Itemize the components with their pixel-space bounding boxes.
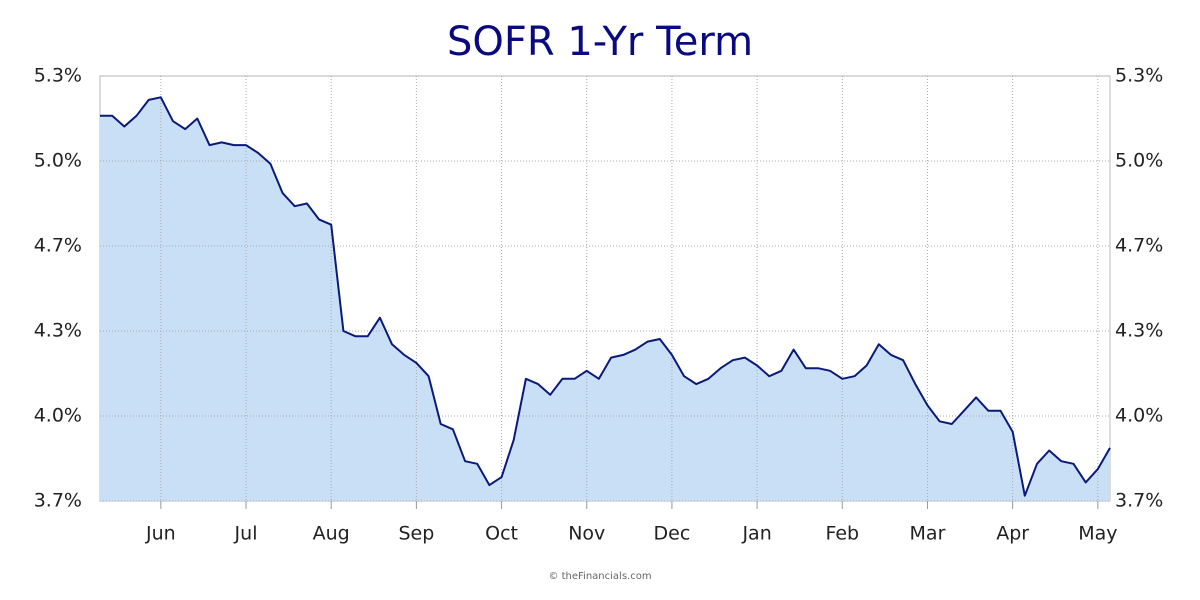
x-tick-label: Sep (398, 523, 434, 545)
y-tick-label: 4.3% (34, 320, 82, 342)
x-tick-label: May (1078, 523, 1117, 545)
y2-tick-label: 4.0% (1115, 405, 1163, 427)
footer: © theFinancials.com (548, 571, 651, 582)
line (100, 96, 1111, 497)
y-tick-label: 5.0% (34, 150, 82, 172)
x-tick-label: Mar (910, 523, 946, 545)
chart-title: SOFR 1-Yr Term (447, 19, 753, 65)
x-tick-label: Apr (996, 523, 1029, 545)
x-tick-label: Dec (654, 523, 691, 545)
y2-tick-label: 5.0% (1115, 150, 1163, 172)
x-tick-label: Jan (741, 523, 771, 545)
y2-tick-label: 4.3% (1115, 320, 1163, 342)
x-tick-label: Nov (568, 523, 605, 545)
y2-tick-label: 5.3% (1115, 65, 1163, 87)
y-tick-label: 4.7% (34, 235, 82, 257)
area (100, 97, 1110, 502)
x-tick-label: Oct (485, 523, 518, 545)
x-tick-label: Jul (234, 523, 258, 545)
y-tick-label: 5.3% (34, 65, 82, 87)
y2-tick-label: 3.7% (1115, 490, 1163, 512)
y2-tick-label: 4.7% (1115, 235, 1163, 257)
y-tick-label: 4.0% (34, 405, 82, 427)
x-tick-label: Jun (145, 523, 176, 545)
y-tick-label: 3.7% (34, 490, 82, 512)
x-tick-label: Feb (825, 523, 859, 545)
x-tick-label: Aug (313, 523, 350, 545)
